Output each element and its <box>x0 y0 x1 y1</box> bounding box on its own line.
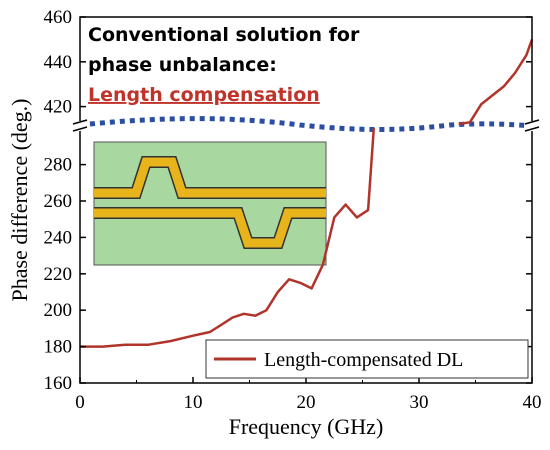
y-tick-label: 160 <box>44 373 73 394</box>
x-axis-label: Frequency (GHz) <box>229 414 384 439</box>
inset-layout-illustration <box>93 141 327 266</box>
legend-box <box>205 339 529 379</box>
y-tick-label: 220 <box>44 264 73 285</box>
y-tick-label: 420 <box>44 97 73 118</box>
series-line-upper <box>458 38 534 126</box>
annotation-line-1: Conventional solution for <box>88 24 360 46</box>
axis-break-line <box>79 116 533 132</box>
y-tick-label: 240 <box>44 227 73 248</box>
legend-label: Length-compensated DL <box>264 349 463 371</box>
x-tick-label: 30 <box>410 392 429 413</box>
y-tick-label: 180 <box>44 337 73 358</box>
x-tick-label: 0 <box>75 392 85 413</box>
annotation-line-3: Length compensation <box>88 84 320 106</box>
x-tick-label: 10 <box>184 392 203 413</box>
y-tick-label: 460 <box>44 7 73 28</box>
legend: Length-compensated DL <box>205 339 529 379</box>
x-tick-label: 40 <box>523 392 542 413</box>
annotation-line-2: phase unbalance: <box>88 54 277 76</box>
y-axis-label: Phase difference (deg.) <box>7 99 32 302</box>
y-tick-label: 260 <box>44 191 73 212</box>
right-axis-break-mark <box>524 119 540 132</box>
y-tick-label: 280 <box>44 155 73 176</box>
left-axis-break-mark <box>72 119 88 132</box>
x-tick-label: 20 <box>297 392 316 413</box>
y-tick-label: 200 <box>44 300 73 321</box>
series-line-lower <box>80 128 376 348</box>
y-tick-label: 440 <box>44 52 73 73</box>
